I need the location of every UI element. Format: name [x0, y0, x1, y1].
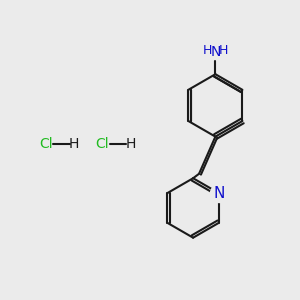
- Text: H: H: [125, 137, 136, 151]
- Text: H: H: [69, 137, 80, 151]
- Text: N: N: [213, 186, 224, 201]
- Text: Cl: Cl: [39, 137, 53, 151]
- Text: H: H: [202, 44, 212, 57]
- Text: N: N: [210, 45, 220, 59]
- Text: H: H: [219, 44, 228, 57]
- Text: Cl: Cl: [96, 137, 109, 151]
